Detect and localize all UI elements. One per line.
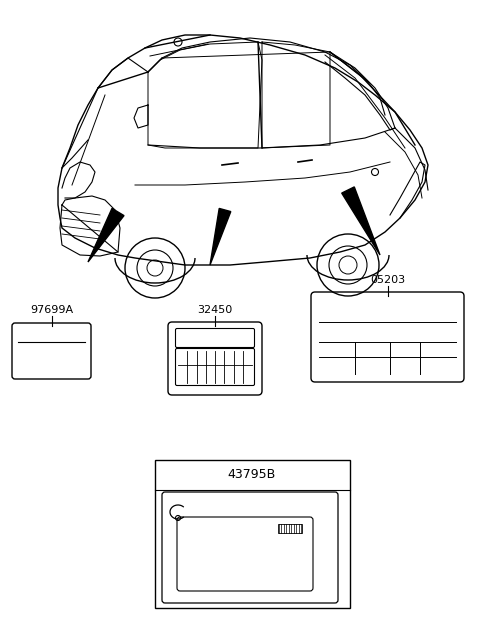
Text: 97699A: 97699A xyxy=(30,305,73,315)
Text: 43795B: 43795B xyxy=(228,468,276,482)
Bar xyxy=(278,524,302,533)
Polygon shape xyxy=(210,209,231,265)
Text: 05203: 05203 xyxy=(371,275,406,285)
Polygon shape xyxy=(342,187,380,255)
Polygon shape xyxy=(88,209,124,262)
Text: 32450: 32450 xyxy=(197,305,233,315)
